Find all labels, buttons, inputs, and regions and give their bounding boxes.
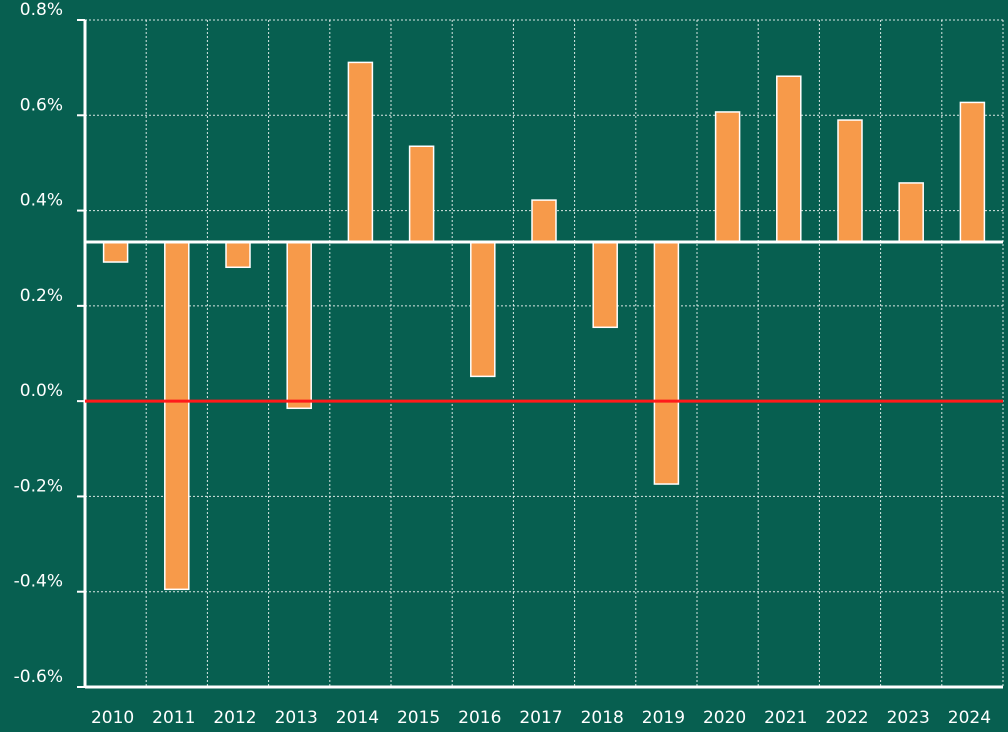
x-tick-label: 2015 xyxy=(397,708,440,728)
bar xyxy=(898,182,924,243)
x-tick-label: 2017 xyxy=(519,708,562,728)
bar xyxy=(347,61,374,243)
bar xyxy=(470,241,496,378)
y-tick-label: -0.4% xyxy=(14,572,63,592)
y-tick-label: -0.2% xyxy=(14,476,63,496)
bar xyxy=(102,241,129,263)
y-tick-label: 0.2% xyxy=(20,286,63,306)
y-tick-label: 0.8% xyxy=(20,0,63,20)
bar xyxy=(959,101,986,243)
bar xyxy=(776,75,802,243)
bar xyxy=(653,241,680,485)
bar xyxy=(286,241,312,410)
bar xyxy=(531,199,557,243)
y-tick-label: -0.6% xyxy=(14,667,63,687)
bar xyxy=(225,241,251,269)
y-tick-label: 0.6% xyxy=(20,95,63,115)
bar xyxy=(714,111,741,243)
x-tick-label: 2012 xyxy=(213,708,256,728)
bar xyxy=(164,241,190,591)
x-tick-label: 2013 xyxy=(275,708,318,728)
x-tick-label: 2023 xyxy=(887,708,930,728)
x-tick-label: 2014 xyxy=(336,708,379,728)
x-tick-label: 2019 xyxy=(642,708,685,728)
x-tick-label: 2010 xyxy=(91,708,134,728)
y-tick-label: 0.4% xyxy=(20,191,63,211)
x-tick-label: 2018 xyxy=(581,708,624,728)
bar xyxy=(408,145,435,243)
bar xyxy=(592,241,618,329)
x-tick-label: 2024 xyxy=(948,708,991,728)
bar xyxy=(837,119,863,243)
x-tick-label: 2022 xyxy=(825,708,868,728)
x-tick-label: 2020 xyxy=(703,708,746,728)
x-tick-label: 2011 xyxy=(152,708,195,728)
x-tick-label: 2016 xyxy=(458,708,501,728)
x-tick-label: 2021 xyxy=(764,708,807,728)
y-tick-label: 0.0% xyxy=(20,381,63,401)
